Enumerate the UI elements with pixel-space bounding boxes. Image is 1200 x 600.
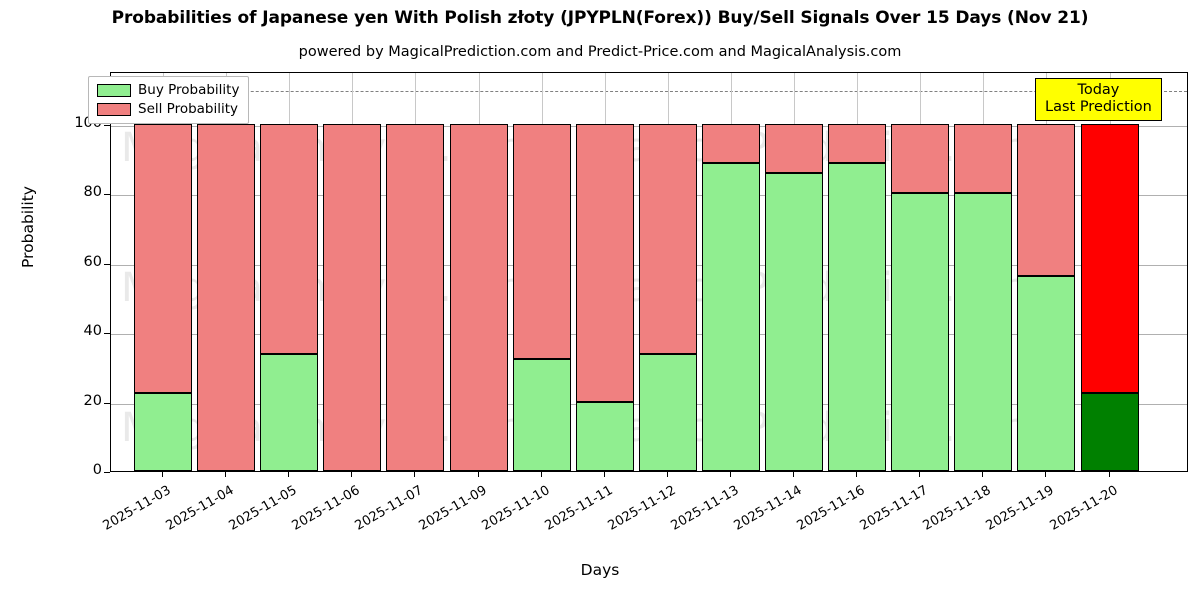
legend-item-sell: Sell Probability: [97, 101, 239, 117]
bar-segment-buy[interactable]: [1080, 392, 1139, 471]
bar-group[interactable]: [701, 124, 760, 471]
y-tick-mark: [104, 402, 110, 404]
y-tick-mark: [104, 263, 110, 265]
bar-segment-sell[interactable]: [386, 124, 445, 471]
bar-segment-buy[interactable]: [765, 172, 823, 471]
y-tick-label: 20: [83, 392, 102, 409]
legend-label-sell: Sell Probability: [138, 101, 239, 117]
y-tick-mark: [104, 472, 110, 473]
x-tick-mark: [540, 472, 542, 477]
bar-group[interactable]: [1080, 124, 1139, 471]
x-tick-mark: [1108, 472, 1110, 477]
bar-segment-sell[interactable]: [701, 124, 760, 163]
threshold-dashed-line: [111, 91, 1187, 93]
bar-group[interactable]: [954, 124, 1013, 471]
today-annotation: Today Last Prediction: [1035, 78, 1162, 122]
legend-swatch-sell: [97, 102, 131, 116]
x-axis-label: Days: [580, 561, 620, 579]
bar-group[interactable]: [197, 124, 256, 471]
y-tick-label: 0: [92, 462, 102, 478]
bar-segment-sell[interactable]: [260, 124, 319, 355]
bar-segment-buy[interactable]: [1017, 276, 1076, 471]
x-tick-mark: [1045, 472, 1047, 477]
y-tick-mark: [104, 125, 110, 126]
bar-group[interactable]: [1017, 124, 1076, 471]
bar-segment-sell[interactable]: [1017, 124, 1076, 276]
legend-swatch-buy: [97, 83, 131, 97]
bar-group[interactable]: [828, 124, 887, 471]
plot-area: MagicalAnalysis.comMagicalPrediction.com…: [110, 72, 1188, 472]
bar-group[interactable]: [638, 124, 697, 471]
bar-segment-sell[interactable]: [828, 124, 887, 163]
bar-segment-buy[interactable]: [260, 354, 319, 471]
bar-segment-buy[interactable]: [954, 193, 1013, 471]
bar-group[interactable]: [449, 124, 508, 471]
bar-segment-buy[interactable]: [512, 359, 571, 471]
bar-group[interactable]: [891, 124, 950, 471]
bar-segment-sell[interactable]: [575, 124, 634, 403]
legend-label-buy: Buy Probability: [138, 82, 240, 98]
bar-segment-sell[interactable]: [954, 124, 1013, 194]
bar-group[interactable]: [260, 124, 319, 471]
bar-segment-buy[interactable]: [638, 354, 697, 471]
x-tick-mark: [351, 472, 353, 477]
bar-segment-sell[interactable]: [638, 124, 697, 355]
today-annotation-line1: Today: [1077, 82, 1120, 98]
bar-group[interactable]: [386, 124, 445, 471]
bar-group[interactable]: [512, 124, 571, 471]
bar-segment-sell[interactable]: [449, 124, 508, 471]
x-tick-mark: [729, 472, 731, 477]
y-tick-label: 80: [83, 184, 102, 201]
y-tick-label: 100: [0, 115, 102, 131]
x-tick-mark: [919, 472, 921, 477]
bar-segment-sell[interactable]: [512, 124, 571, 360]
bar-segment-sell[interactable]: [891, 124, 950, 194]
bar-segment-sell[interactable]: [765, 124, 823, 173]
x-tick-mark: [856, 472, 858, 477]
bar-group[interactable]: [134, 124, 192, 471]
bar-segment-sell[interactable]: [1080, 124, 1139, 393]
bar-segment-sell[interactable]: [197, 124, 256, 471]
x-tick-mark: [666, 472, 668, 477]
x-tick-mark: [225, 472, 227, 477]
y-tick-label: 40: [83, 323, 102, 340]
x-tick-mark: [982, 472, 984, 477]
y-tick-label: 60: [83, 253, 102, 270]
bar-segment-buy[interactable]: [134, 392, 192, 471]
y-tick-mark: [104, 333, 110, 335]
x-tick-mark: [414, 472, 416, 477]
x-tick-mark: [793, 472, 794, 477]
bar-group[interactable]: [575, 124, 634, 471]
chart-subtitle: powered by MagicalPrediction.com and Pre…: [298, 44, 902, 60]
chart-title: Probabilities of Japanese yen With Polis…: [111, 8, 1089, 28]
x-tick-mark: [477, 472, 479, 477]
x-tick-mark: [162, 472, 163, 477]
bar-segment-buy[interactable]: [891, 193, 950, 471]
y-tick-mark: [104, 194, 110, 196]
x-tick-mark: [603, 472, 605, 477]
bar-group[interactable]: [765, 124, 823, 471]
y-axis-label: Probability: [19, 186, 37, 268]
legend-item-buy: Buy Probability: [97, 82, 239, 98]
bar-segment-sell[interactable]: [134, 124, 192, 393]
chart-legend: Buy Probability Sell Probability: [88, 76, 250, 124]
bar-segment-sell[interactable]: [323, 124, 382, 471]
bar-segment-buy[interactable]: [828, 162, 887, 471]
bar-group[interactable]: [323, 124, 382, 471]
bar-segment-buy[interactable]: [575, 402, 634, 471]
bar-segment-buy[interactable]: [701, 162, 760, 471]
x-tick-mark: [288, 472, 290, 477]
today-annotation-line2: Last Prediction: [1045, 99, 1152, 116]
